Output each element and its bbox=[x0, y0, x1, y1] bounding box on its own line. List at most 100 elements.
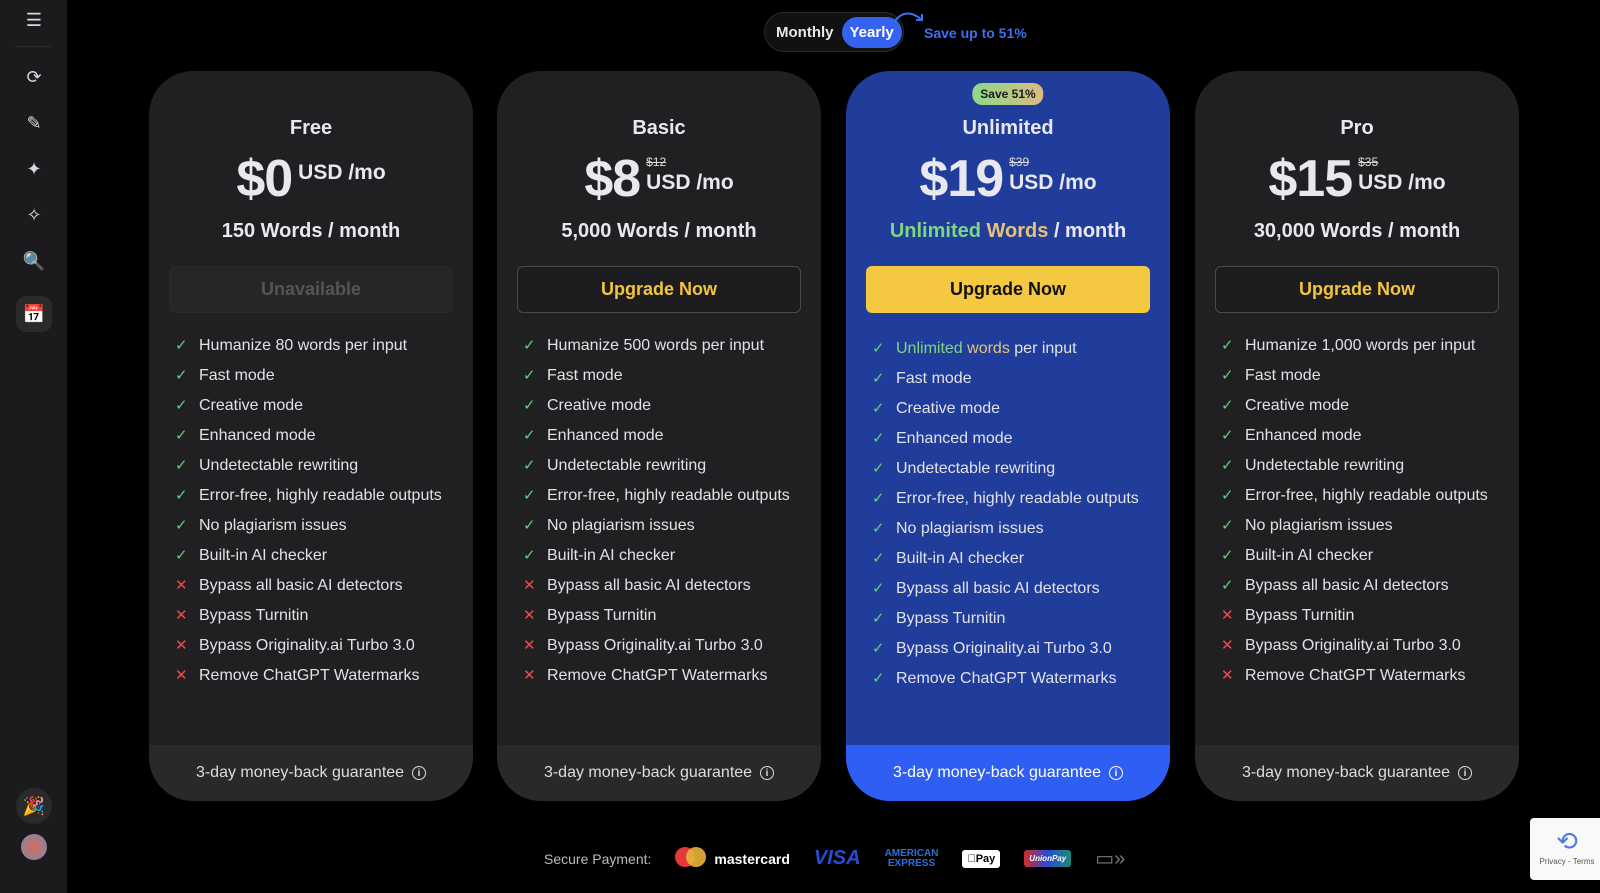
feature-item: ✓ No plagiarism issues bbox=[523, 511, 801, 541]
check-icon: ✓ bbox=[175, 457, 188, 474]
humanize-icon[interactable]: ✎ bbox=[26, 112, 42, 133]
recaptcha-badge[interactable]: ⟲ Privacy - Terms bbox=[1530, 818, 1600, 880]
more-payments-icon: ▭» bbox=[1086, 848, 1125, 870]
price-unit: USD /mo bbox=[646, 171, 734, 194]
feature-item: ✓ Unlimited words per input bbox=[872, 334, 1150, 364]
check-icon: ✓ bbox=[175, 487, 188, 504]
feature-text: Bypass all basic AI detectors bbox=[896, 580, 1100, 597]
plan-name: Free bbox=[289, 117, 333, 139]
check-icon: ✓ bbox=[523, 487, 536, 504]
word-quota: 150 Words / month bbox=[221, 220, 401, 242]
plan-name: Pro bbox=[1340, 117, 1374, 139]
check-icon: ✓ bbox=[1221, 457, 1234, 474]
feature-text: Error-free, highly readable outputs bbox=[547, 487, 790, 504]
info-icon[interactable]: i bbox=[1458, 766, 1473, 780]
feature-item: ✓ Humanize 80 words per input bbox=[175, 331, 453, 361]
info-icon[interactable]: i bbox=[412, 766, 427, 780]
feature-text: Bypass all basic AI detectors bbox=[1245, 577, 1449, 594]
party-popper-icon[interactable]: 🎉 bbox=[16, 788, 52, 824]
save-badge: Save 51% bbox=[972, 83, 1044, 105]
feature-text: Fast mode bbox=[547, 367, 623, 384]
secure-payment: Secure Payment: mastercard VISA AMERICAN… bbox=[544, 846, 1125, 871]
document-search-icon[interactable]: 🔍 bbox=[22, 250, 46, 271]
feature-text: Fast mode bbox=[199, 367, 275, 384]
billing-toggle[interactable]: Monthly Yearly bbox=[764, 12, 904, 52]
feature-text: Bypass Originality.ai Turbo 3.0 bbox=[547, 637, 763, 654]
calendar-icon[interactable]: 📅 bbox=[16, 296, 52, 332]
info-icon[interactable]: i bbox=[760, 766, 775, 780]
plan-price: $19 $39 USD /mo bbox=[846, 149, 1170, 209]
feature-item: ✕ Remove ChatGPT Watermarks bbox=[523, 661, 801, 691]
feature-item: ✓ Built-in AI checker bbox=[872, 544, 1150, 574]
feature-text: Built-in AI checker bbox=[547, 547, 676, 564]
feature-item: ✓ Enhanced mode bbox=[1221, 421, 1499, 451]
feature-text: Creative mode bbox=[1245, 397, 1350, 414]
feature-text: Humanize 500 words per input bbox=[547, 337, 765, 354]
check-icon: ✓ bbox=[872, 640, 885, 657]
feature-text: Bypass Turnitin bbox=[896, 610, 1006, 627]
cross-icon: ✕ bbox=[1221, 607, 1234, 624]
price-amount: $8 bbox=[584, 150, 641, 208]
check-icon: ✓ bbox=[872, 370, 885, 387]
avatar[interactable] bbox=[21, 834, 47, 860]
menu-icon[interactable]: ☰ bbox=[25, 9, 43, 30]
upgrade-now-button[interactable]: Upgrade Now bbox=[866, 266, 1150, 313]
feature-text: Humanize 1,000 words per input bbox=[1245, 337, 1476, 354]
upgrade-now-button[interactable]: Upgrade Now bbox=[1215, 266, 1499, 313]
feature-item: ✓ Enhanced mode bbox=[523, 421, 801, 451]
cross-icon: ✕ bbox=[175, 577, 188, 594]
price-amount: $15 bbox=[1268, 150, 1353, 208]
check-icon: ✓ bbox=[1221, 427, 1234, 444]
unionpay-logo: UnionPay bbox=[1024, 850, 1072, 867]
feature-item: ✓ Built-in AI checker bbox=[523, 541, 801, 571]
secure-payment-label: Secure Payment: bbox=[544, 850, 652, 867]
plan-price: $8 $12 USD /mo bbox=[497, 149, 821, 209]
check-icon: ✓ bbox=[175, 427, 188, 444]
feature-text: Bypass Originality.ai Turbo 3.0 bbox=[896, 640, 1112, 657]
feature-text: Undetectable rewriting bbox=[547, 457, 707, 474]
feature-item: ✓ Creative mode bbox=[872, 394, 1150, 424]
sparkle-icon[interactable]: ✦ bbox=[26, 158, 42, 179]
info-icon[interactable]: i bbox=[1109, 766, 1124, 780]
check-icon: ✓ bbox=[872, 340, 885, 357]
cross-icon: ✕ bbox=[523, 607, 536, 624]
feature-text: Bypass Originality.ai Turbo 3.0 bbox=[1245, 637, 1461, 654]
feature-item: ✓ Fast mode bbox=[523, 361, 801, 391]
feature-text: Creative mode bbox=[547, 397, 652, 414]
check-icon: ✓ bbox=[523, 517, 536, 534]
feature-item: ✓ Undetectable rewriting bbox=[523, 451, 801, 481]
upgrade-now-button[interactable]: Upgrade Now bbox=[517, 266, 801, 313]
refresh-icon[interactable]: ⟳ bbox=[26, 66, 42, 87]
yearly-option[interactable]: Yearly bbox=[841, 16, 902, 48]
word-quota: 30,000 Words / month bbox=[1253, 220, 1461, 242]
feature-text: Enhanced mode bbox=[896, 430, 1013, 447]
feature-item: ✓ Bypass Originality.ai Turbo 3.0 bbox=[872, 634, 1150, 664]
recaptcha-links[interactable]: Privacy - Terms bbox=[1539, 857, 1595, 866]
monthly-option[interactable]: Monthly bbox=[776, 23, 834, 41]
feature-item: ✓ Undetectable rewriting bbox=[175, 451, 453, 481]
feature-item: ✓ Error-free, highly readable outputs bbox=[175, 481, 453, 511]
sidebar-divider bbox=[15, 46, 51, 47]
feature-text: Humanize 80 words per input bbox=[199, 337, 408, 354]
feature-item: ✕ Bypass Originality.ai Turbo 3.0 bbox=[175, 631, 453, 661]
feature-text: Enhanced mode bbox=[547, 427, 664, 444]
check-icon: ✓ bbox=[1221, 337, 1234, 354]
plan-card-basic: Basic $8 $12 USD /mo 5,000 Words / month Up… bbox=[497, 71, 821, 801]
visa-logo: VISA bbox=[813, 847, 861, 869]
feature-text: Fast mode bbox=[1245, 367, 1321, 384]
feature-item: ✕ Bypass all basic AI detectors bbox=[523, 571, 801, 601]
feature-text: Bypass Turnitin bbox=[1245, 607, 1355, 624]
plan-name: Basic bbox=[632, 117, 686, 139]
check-icon: ✓ bbox=[872, 670, 885, 687]
feature-item: ✓ Bypass all basic AI detectors bbox=[872, 574, 1150, 604]
feature-item: ✕ Bypass Turnitin bbox=[523, 601, 801, 631]
feature-text: Built-in AI checker bbox=[199, 547, 328, 564]
check-icon: ✓ bbox=[523, 367, 536, 384]
check-icon: ✓ bbox=[872, 400, 885, 417]
feature-text: Error-free, highly readable outputs bbox=[1245, 487, 1488, 504]
feature-item: ✓ Built-in AI checker bbox=[175, 541, 453, 571]
feature-text: No plagiarism issues bbox=[547, 517, 695, 534]
magic-wand-icon[interactable]: ✧ bbox=[26, 204, 42, 225]
feature-text: Creative mode bbox=[199, 397, 304, 414]
feature-text: Enhanced mode bbox=[1245, 427, 1362, 444]
